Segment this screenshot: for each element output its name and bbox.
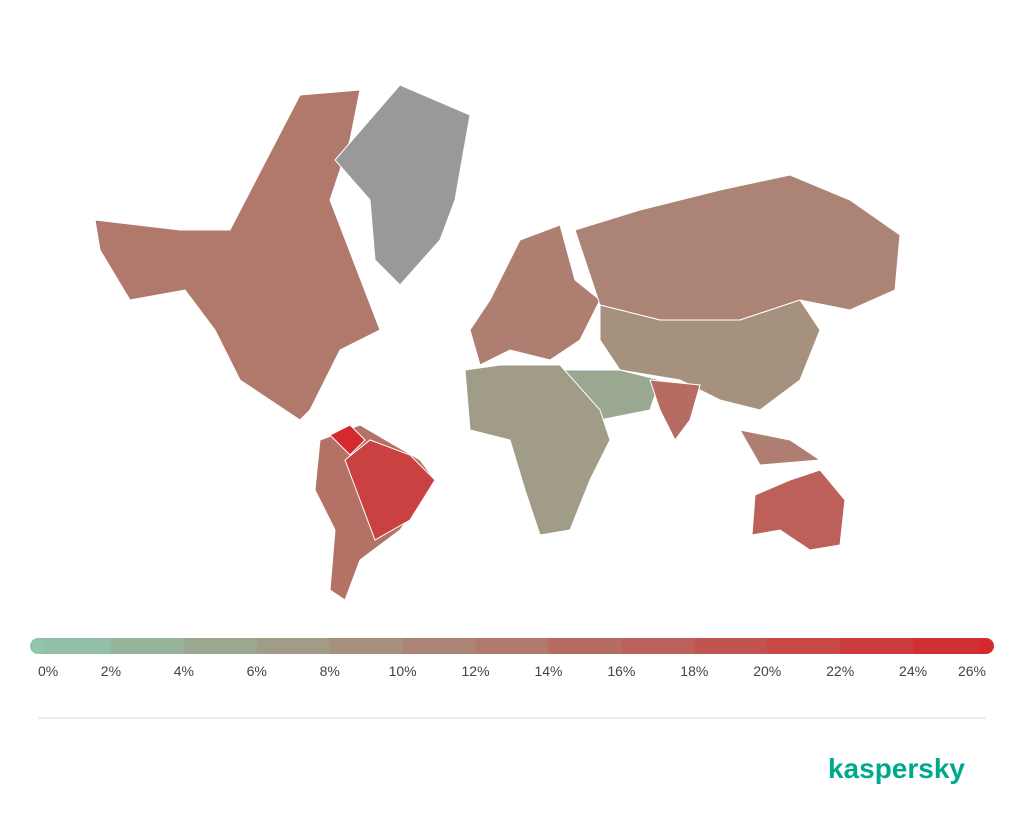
legend-tick-label: 18% [680, 663, 708, 679]
legend-tick-label: 14% [534, 663, 562, 679]
region [94, 89, 381, 421]
legend-tick-label: 0% [38, 663, 58, 679]
legend-tick-label: 10% [389, 663, 417, 679]
legend-segment [694, 638, 768, 654]
legend-segment [329, 638, 404, 654]
region [334, 84, 471, 286]
legend-cap [30, 638, 46, 654]
legend-segment [402, 638, 477, 654]
region [344, 439, 436, 541]
legend-cap [978, 638, 994, 654]
legend-tick-label: 22% [826, 663, 854, 679]
world-map [94, 84, 901, 601]
region [649, 379, 701, 441]
legend-segment [475, 638, 549, 654]
legend-segment [621, 638, 695, 654]
legend-tick-label: 26% [958, 663, 986, 679]
legend-segment [38, 638, 112, 654]
legend-tick-label: 16% [607, 663, 635, 679]
region [464, 364, 611, 536]
brand-logo: kaspersky [828, 753, 965, 784]
legend-segment [183, 638, 258, 654]
legend-segment [110, 638, 185, 654]
legend-segment [548, 638, 622, 654]
legend-segment [767, 638, 841, 654]
legend-tick-label: 2% [101, 663, 121, 679]
region [329, 424, 366, 456]
legend-tick-label: 8% [320, 663, 340, 679]
legend-tick-label: 12% [462, 663, 490, 679]
legend-segment [256, 638, 331, 654]
legend-tick-label: 6% [247, 663, 267, 679]
region [599, 299, 821, 411]
legend-tick-label: 20% [753, 663, 781, 679]
legend: 0% 2% 4% 6% 8% 10% 12% 14% 16% 18% 20% 22% 24% 26% [30, 638, 994, 679]
region [574, 174, 901, 321]
legend-segment [913, 638, 987, 654]
region [751, 469, 846, 551]
legend-tick-label: 24% [899, 663, 927, 679]
legend-segment [840, 638, 914, 654]
region [739, 429, 822, 466]
legend-tick-label: 4% [174, 663, 194, 679]
